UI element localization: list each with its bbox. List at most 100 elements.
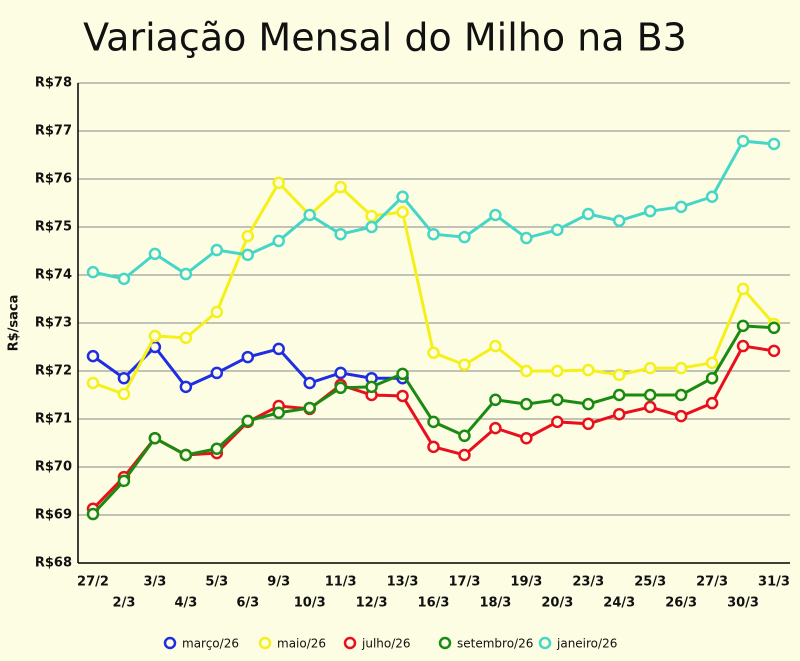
data-point [303, 208, 316, 222]
x-tick-label: 30/3 [727, 596, 759, 611]
y-tick-label: R$75 [35, 220, 72, 235]
data-point [272, 176, 285, 190]
x-tick-label: 20/3 [541, 596, 573, 611]
data-point [210, 243, 224, 257]
data-point [86, 349, 100, 363]
data-point [736, 319, 750, 333]
data-point [117, 474, 131, 488]
data-point [179, 380, 193, 394]
legend-marker [538, 636, 552, 650]
data-point [551, 393, 564, 407]
data-point [520, 364, 533, 378]
x-tick-label: 12/3 [356, 596, 388, 611]
data-point [365, 380, 378, 394]
legend-label: maio/26 [277, 637, 326, 651]
data-point [582, 207, 595, 221]
x-tick-label: 2/3 [113, 596, 136, 611]
data-point [396, 367, 409, 381]
legend-label: janeiro/26 [556, 637, 617, 651]
data-point [272, 406, 285, 420]
data-point [427, 440, 440, 454]
data-point [551, 223, 564, 237]
data-point [767, 137, 781, 151]
data-point [179, 448, 193, 462]
data-point [272, 234, 285, 248]
x-tick-label: 24/3 [603, 596, 635, 611]
data-point [86, 265, 100, 279]
data-point [458, 230, 471, 244]
chart-title: Variação Mensal do Milho na B3 [83, 16, 687, 60]
data-point [458, 429, 471, 443]
x-tick-label: 26/3 [665, 596, 697, 611]
data-point [117, 272, 131, 286]
data-point [334, 227, 347, 241]
data-point [241, 248, 255, 262]
data-point [489, 208, 502, 222]
data-point [674, 200, 688, 214]
data-point [210, 366, 224, 380]
data-point [241, 350, 255, 364]
y-tick-label: R$77 [35, 124, 72, 139]
data-point [148, 431, 162, 445]
data-point [179, 267, 193, 281]
legend-label: março/26 [182, 637, 239, 651]
data-point [674, 409, 688, 423]
x-tick-label: 25/3 [634, 575, 666, 590]
x-tick-label: 31/3 [758, 575, 790, 590]
data-point [520, 431, 533, 445]
data-point [365, 220, 378, 234]
data-point [520, 397, 533, 411]
data-point [148, 329, 162, 343]
y-tick-label: R$74 [35, 268, 72, 283]
data-point [489, 393, 502, 407]
x-tick-label: 23/3 [572, 575, 604, 590]
data-point [86, 507, 100, 521]
x-tick-label: 11/3 [325, 575, 357, 590]
data-point [643, 204, 657, 218]
y-tick-label: R$71 [35, 412, 72, 427]
data-point [458, 448, 471, 462]
y-tick-label: R$78 [35, 76, 72, 91]
data-point [551, 364, 564, 378]
data-point [241, 229, 255, 243]
x-tick-label: 19/3 [510, 575, 542, 590]
data-point [365, 209, 378, 223]
data-point [303, 376, 316, 390]
data-point [643, 361, 657, 375]
data-point [582, 397, 595, 411]
data-point [179, 331, 193, 345]
data-point [612, 214, 626, 228]
data-point [458, 358, 471, 372]
data-point [427, 415, 440, 429]
data-point [674, 361, 688, 375]
legend-marker [438, 636, 452, 650]
x-tick-label: 6/3 [236, 596, 259, 611]
data-point [674, 388, 688, 402]
y-tick-label: R$68 [35, 556, 72, 571]
x-tick-label: 3/3 [143, 575, 166, 590]
y-tick-label: R$72 [35, 364, 72, 379]
data-point [582, 417, 595, 431]
data-point [117, 371, 131, 385]
data-point [334, 180, 347, 194]
y-axis-label: R$/saca [7, 295, 22, 352]
x-tick-label: 9/3 [267, 575, 290, 590]
data-point [117, 387, 131, 401]
x-tick-label: 16/3 [418, 596, 450, 611]
data-point [551, 415, 564, 429]
x-tick-label: 27/2 [77, 575, 109, 590]
data-point [612, 368, 626, 382]
data-point [767, 344, 781, 358]
data-point [427, 227, 440, 241]
x-tick-label: 18/3 [479, 596, 511, 611]
data-point [582, 363, 595, 377]
data-point [736, 134, 750, 148]
y-tick-label: R$70 [35, 460, 72, 475]
data-point [767, 321, 781, 335]
data-point [520, 231, 533, 245]
data-point [241, 414, 255, 428]
data-point [334, 366, 347, 380]
x-tick-label: 10/3 [294, 596, 326, 611]
